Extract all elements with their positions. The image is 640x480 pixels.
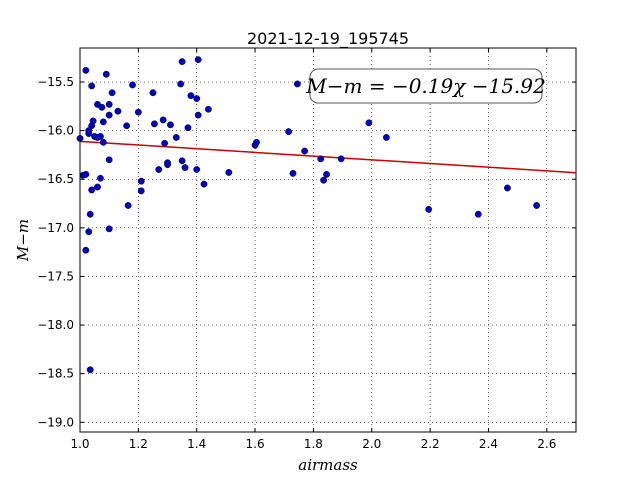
data-point bbox=[150, 120, 158, 128]
x-tick-label: 2.4 bbox=[479, 437, 498, 451]
data-point bbox=[88, 186, 96, 194]
data-point bbox=[155, 166, 163, 173]
data-point bbox=[89, 117, 97, 125]
data-point bbox=[99, 138, 107, 146]
data-point bbox=[317, 155, 325, 163]
y-tick-label: −19.0 bbox=[37, 415, 74, 429]
data-point bbox=[86, 366, 94, 374]
annotation-box bbox=[309, 68, 543, 104]
axis-ticks bbox=[79, 48, 576, 432]
data-point bbox=[82, 170, 90, 178]
data-point bbox=[504, 184, 511, 192]
data-point bbox=[105, 156, 113, 164]
data-point bbox=[167, 121, 174, 129]
data-point bbox=[474, 210, 482, 218]
plot-frame bbox=[79, 47, 577, 433]
fit-equation: M−m = −0.19χ −15.92 bbox=[305, 74, 545, 98]
data-point bbox=[187, 92, 195, 100]
data-point bbox=[253, 138, 260, 146]
data-point bbox=[164, 159, 171, 167]
y-tick-label: −18.0 bbox=[37, 318, 74, 332]
data-point bbox=[137, 187, 145, 195]
data-point bbox=[204, 105, 212, 113]
data-point bbox=[184, 124, 192, 132]
y-tick-label: −17.5 bbox=[37, 269, 74, 283]
fit-line bbox=[79, 140, 577, 174]
data-point bbox=[85, 130, 93, 137]
data-point bbox=[97, 133, 104, 140]
data-point bbox=[225, 169, 233, 176]
data-point bbox=[161, 139, 169, 147]
data-point bbox=[200, 180, 208, 188]
data-point bbox=[178, 157, 186, 165]
data-point bbox=[114, 107, 122, 115]
data-point bbox=[382, 134, 390, 141]
data-point bbox=[124, 202, 132, 209]
data-point bbox=[94, 183, 101, 191]
data-point bbox=[82, 246, 90, 254]
data-point bbox=[194, 56, 202, 64]
data-point bbox=[323, 170, 330, 178]
data-point bbox=[82, 66, 90, 74]
y-tick-label: −18.5 bbox=[37, 367, 74, 381]
y-axis-label: M−m bbox=[14, 219, 32, 262]
data-point bbox=[105, 225, 113, 233]
x-tick-label: 1.4 bbox=[187, 437, 206, 451]
x-tick-label: 2.0 bbox=[362, 437, 381, 451]
data-point bbox=[181, 164, 189, 171]
y-tick-labels: −15.5 −16.0 −16.5 −17.0 −17.5 −18.0 −18.5 −19.0 bbox=[37, 75, 74, 429]
y-tick-label: −16.5 bbox=[37, 172, 74, 186]
x-tick-label: 1.8 bbox=[304, 437, 323, 451]
x-tick-label: 1.6 bbox=[246, 437, 265, 451]
x-axis-label: airmass bbox=[298, 456, 358, 474]
data-point bbox=[337, 155, 345, 163]
x-tick-label: 2.2 bbox=[421, 437, 440, 451]
data-point bbox=[129, 81, 136, 89]
data-point bbox=[108, 89, 116, 97]
data-point bbox=[98, 103, 106, 111]
chart-title: 2021-12-19_195745 bbox=[247, 29, 409, 49]
data-point bbox=[293, 80, 301, 88]
data-point bbox=[105, 111, 113, 119]
data-point bbox=[137, 177, 145, 185]
y-tick-label: −15.5 bbox=[37, 75, 74, 89]
data-point bbox=[193, 166, 201, 173]
data-point bbox=[193, 95, 201, 102]
data-point bbox=[105, 100, 113, 108]
data-point bbox=[102, 70, 110, 78]
data-point bbox=[88, 82, 96, 90]
data-points bbox=[76, 56, 541, 374]
y-tick-label: −17.0 bbox=[37, 221, 74, 235]
data-point bbox=[86, 210, 94, 218]
grid-lines bbox=[79, 48, 576, 432]
data-point bbox=[365, 119, 373, 127]
data-point bbox=[533, 202, 541, 209]
data-point bbox=[425, 205, 433, 213]
data-point bbox=[178, 58, 186, 66]
data-point bbox=[172, 134, 180, 141]
x-tick-label: 1.2 bbox=[129, 437, 148, 451]
data-point bbox=[85, 228, 93, 236]
x-tick-label: 1.0 bbox=[70, 437, 89, 451]
data-point bbox=[320, 176, 328, 184]
x-tick-labels: 1.0 1.2 1.4 1.6 1.8 2.0 2.2 2.4 2.6 bbox=[70, 437, 556, 451]
data-point bbox=[177, 80, 185, 88]
y-tick-label: −16.0 bbox=[37, 124, 74, 138]
x-tick-label: 2.6 bbox=[537, 437, 556, 451]
data-point bbox=[285, 128, 293, 136]
data-point bbox=[159, 116, 167, 124]
data-point bbox=[134, 108, 142, 116]
data-point bbox=[149, 89, 157, 97]
data-point bbox=[301, 147, 309, 155]
data-point bbox=[123, 122, 131, 130]
data-point bbox=[194, 111, 202, 119]
data-point bbox=[289, 170, 297, 177]
data-point bbox=[99, 118, 107, 126]
data-point bbox=[97, 174, 104, 182]
